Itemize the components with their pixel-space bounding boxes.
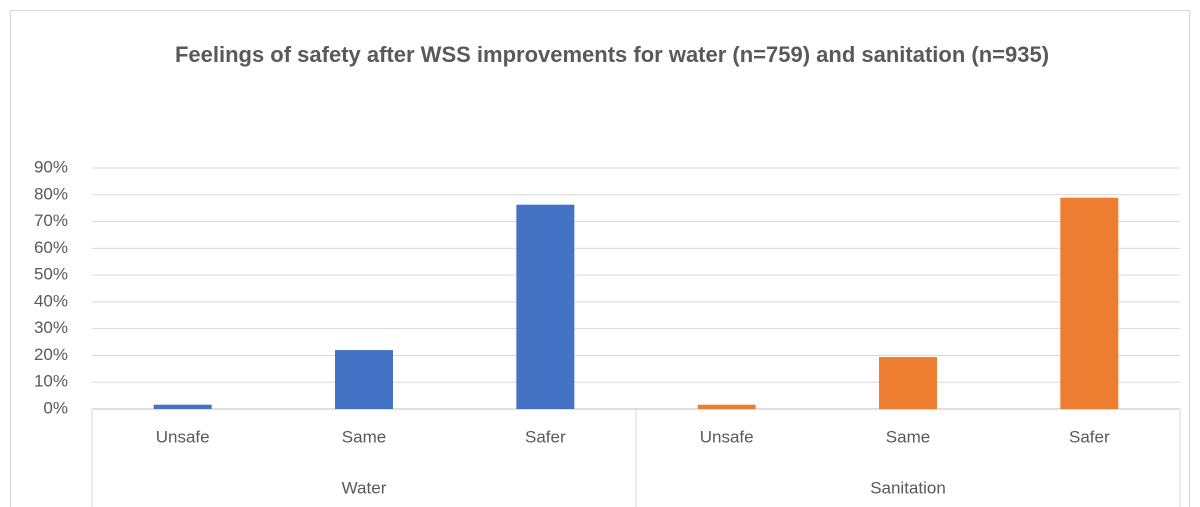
bar [879,357,937,409]
chart-frame [10,10,1190,507]
y-tick-label: 10% [34,372,68,391]
x-tick-label: Unsafe [156,427,210,446]
chart-title: Feelings of safety after WSS improvement… [174,42,1050,67]
y-tick-label: 60% [34,238,68,257]
y-tick-label: 30% [34,318,68,337]
y-tick-label: 0% [43,398,68,417]
bar [516,204,575,409]
group-label: Water [342,478,387,497]
x-tick-label: Safer [525,427,566,446]
group-label: Sanitation [870,478,946,497]
x-tick-label: Safer [1069,427,1110,446]
y-tick-label: 40% [34,291,68,310]
x-tick-label: Unsafe [700,427,754,446]
y-tick-label: 70% [34,211,68,230]
y-tick-label: 80% [34,184,68,203]
bar [697,404,756,409]
y-tick-label: 20% [34,345,68,364]
x-tick-label: Same [342,427,386,446]
bar [1060,197,1119,409]
x-tick-label: Same [886,427,930,446]
bar [335,350,393,409]
y-tick-label: 90% [34,157,68,176]
y-tick-label: 50% [34,265,68,284]
bar [153,404,212,409]
